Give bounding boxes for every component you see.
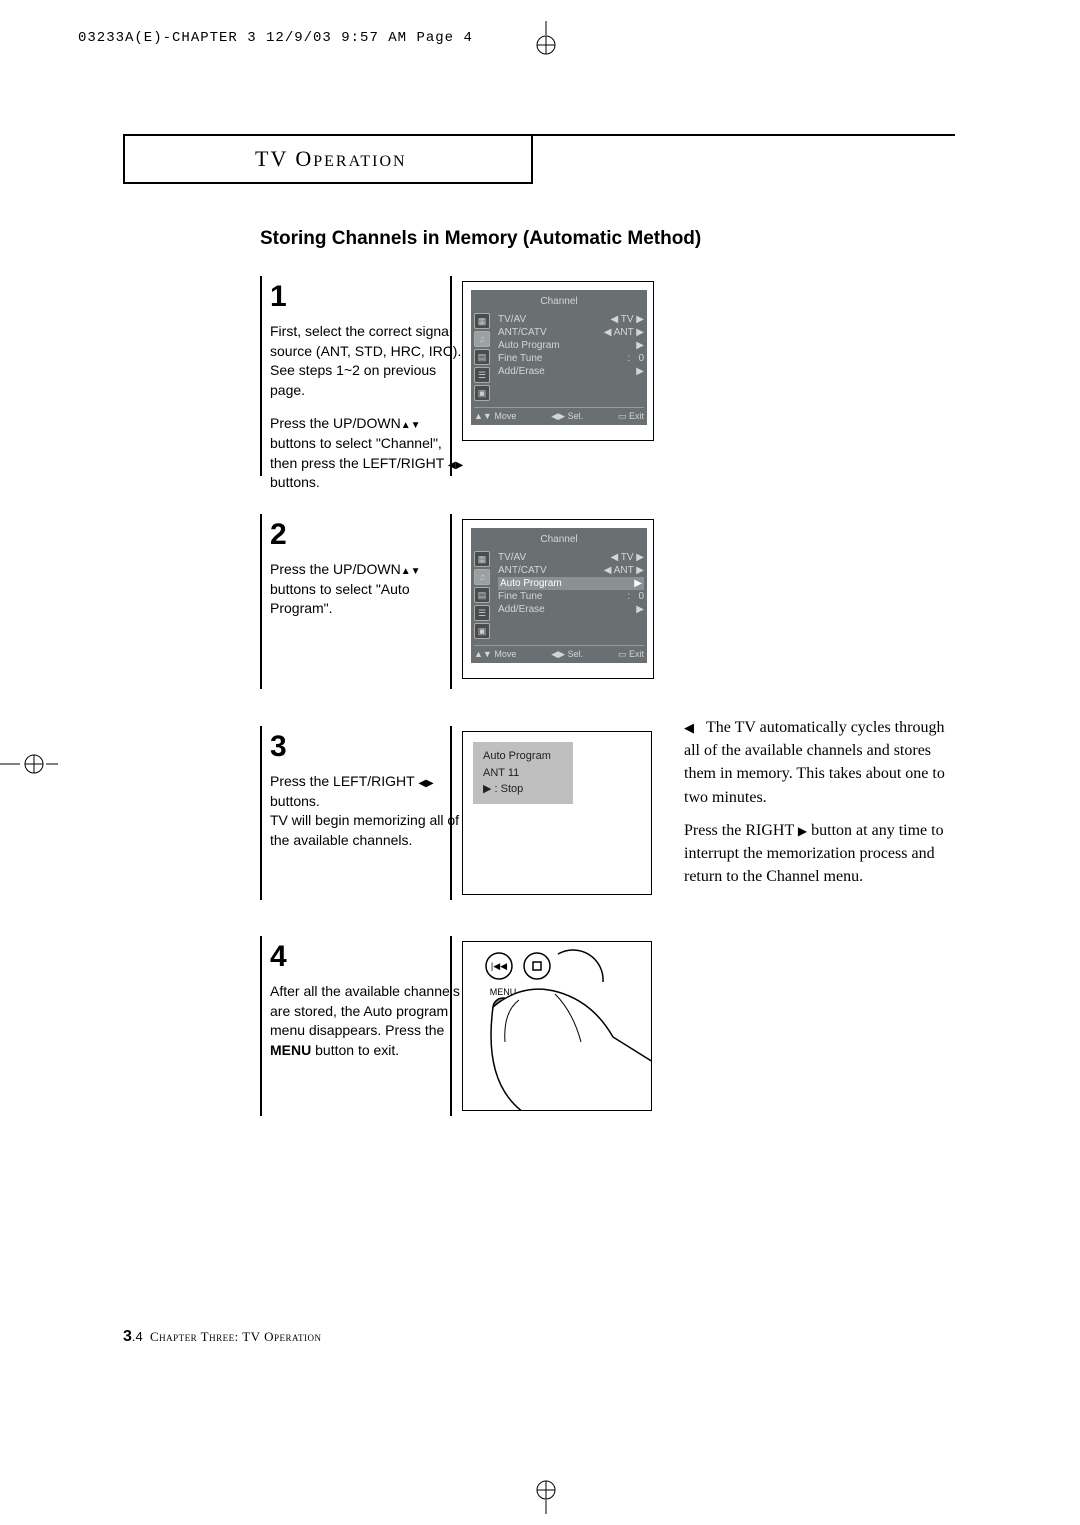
step-3-number: 3 [270,726,470,768]
step-4-text: After all the available channels are sto… [270,982,470,1060]
osd-menu-1: Channel ▦ ♫ ▤ ☰ ▣ TV/AV◀ TV ▶ ANT/CATV◀ … [471,290,647,425]
osd-icon-channel: ▤ [474,587,490,603]
osd-icon-picture: ▦ [474,551,490,567]
osd-icon-channel: ▤ [474,349,490,365]
osd-title: Channel [474,293,644,313]
osd-icon-setup: ▣ [474,623,490,639]
step-3-text-2: TV will begin memorizing all of the avai… [270,811,470,850]
page-footer: 3.4 Chapter Three: TV Operation [123,1328,321,1346]
osd-icon-setup: ▣ [474,385,490,401]
step-4-number: 4 [270,936,470,978]
svg-text:|◀◀: |◀◀ [491,961,507,971]
crop-mark-bottom [532,1478,560,1514]
osd-autoprogram: Auto Program ANT 11 ▶ : Stop [462,731,652,895]
osd-icon-picture: ▦ [474,313,490,329]
crop-mark-left [0,750,58,778]
osd-icon-sound: ♫ [474,331,490,347]
step-1-text-1: First, select the correct signal source … [270,322,470,400]
side-note: ◀ The TV automatically cycles through al… [684,716,964,898]
manual-page: 03233A(E)-CHAPTER 3 12/9/03 9:57 AM Page… [0,0,1080,1525]
section-title: TV OPERATION [255,146,407,172]
step-1-text-2: Press the UP/DOWN▲▼ buttons to select "C… [270,414,470,492]
osd-menu-2: Channel ▦ ♫ ▤ ☰ ▣ TV/AV◀ TV ▶ ANT/CATV◀ … [471,528,647,663]
section-title-box: TV OPERATION [123,134,533,184]
remote-illustration: |◀◀ MENU [462,941,652,1111]
step-2-text: Press the UP/DOWN▲▼ buttons to select "A… [270,560,470,619]
osd-icon-function: ☰ [474,605,490,621]
osd-icon-function: ☰ [474,367,490,383]
step-3-text-1: Press the LEFT/RIGHT ◀▶ buttons. [270,772,470,811]
step-2-number: 2 [270,514,470,556]
crop-mark-top [532,21,560,57]
step-1-number: 1 [270,276,470,318]
page-title: Storing Channels in Memory (Automatic Me… [260,228,701,250]
print-header: 03233A(E)-CHAPTER 3 12/9/03 9:57 AM Page… [78,30,473,46]
osd-icon-sound: ♫ [474,569,490,585]
